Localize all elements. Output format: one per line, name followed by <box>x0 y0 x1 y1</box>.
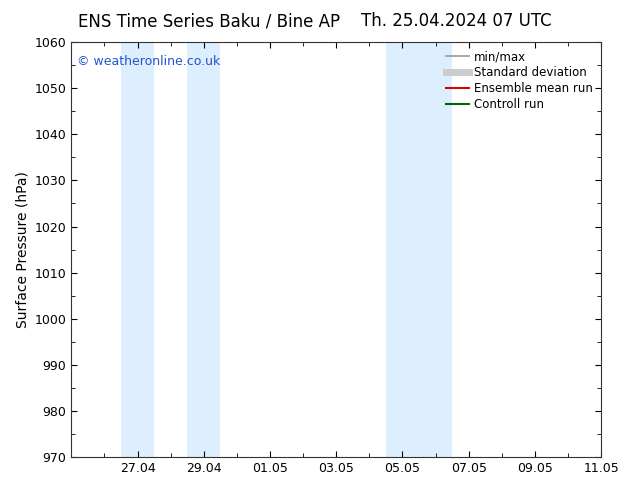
Bar <box>419 42 452 457</box>
Legend: min/max, Standard deviation, Ensemble mean run, Controll run: min/max, Standard deviation, Ensemble me… <box>443 48 595 114</box>
Bar <box>386 42 419 457</box>
Text: © weatheronline.co.uk: © weatheronline.co.uk <box>77 54 220 68</box>
Text: Th. 25.04.2024 07 UTC: Th. 25.04.2024 07 UTC <box>361 12 552 30</box>
Bar <box>187 42 220 457</box>
Text: ENS Time Series Baku / Bine AP: ENS Time Series Baku / Bine AP <box>78 12 340 30</box>
Y-axis label: Surface Pressure (hPa): Surface Pressure (hPa) <box>15 171 29 328</box>
Bar <box>121 42 154 457</box>
